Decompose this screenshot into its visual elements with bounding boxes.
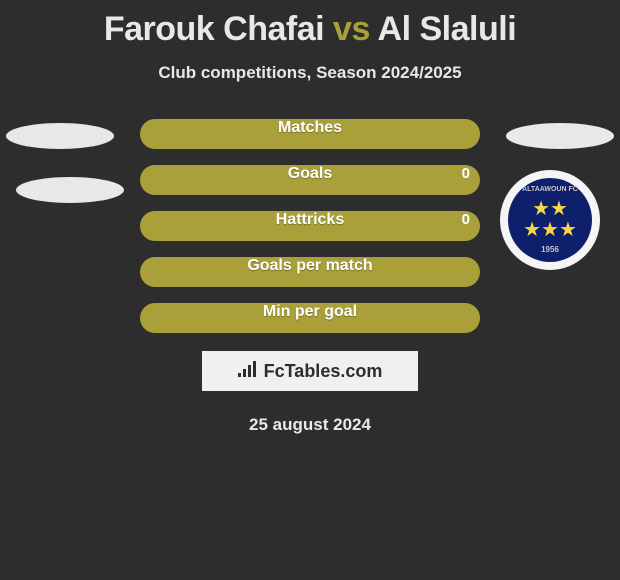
stat-bar: Goals0 [140, 165, 480, 195]
club-logo-inner: ALTAAWOUN FC ★★ ★★★ 1956 [508, 178, 592, 262]
stat-label: Hattricks [140, 211, 480, 229]
stat-label: Goals [140, 165, 480, 183]
stat-bar: Min per goal [140, 303, 480, 333]
watermark-text: FcTables.com [264, 361, 383, 382]
stat-row: Matches [140, 119, 480, 149]
stat-label: Min per goal [140, 303, 480, 321]
club-logo: ALTAAWOUN FC ★★ ★★★ 1956 [500, 170, 600, 270]
club-year: 1956 [541, 245, 559, 254]
stat-label: Goals per match [140, 257, 480, 275]
player1-name: Farouk Chafai [104, 10, 324, 48]
footer-date: 25 august 2024 [0, 415, 620, 435]
club-name: ALTAAWOUN FC [522, 186, 578, 193]
player-badge-left [16, 177, 124, 203]
comparison-title: Farouk Chafai vs Al Slaluli [0, 0, 620, 49]
subtitle-text: Club competitions, Season 2024/2025 [0, 63, 620, 83]
stat-row: Goals0 [140, 165, 480, 195]
player2-name: Al Slaluli [378, 10, 517, 48]
star-icon-row2: ★★★ [523, 220, 577, 241]
star-icon: ★★ [532, 199, 568, 220]
stat-bar: Matches [140, 119, 480, 149]
stat-bar: Hattricks0 [140, 211, 480, 241]
stat-value-right: 0 [462, 165, 470, 182]
stat-row: Hattricks0 [140, 211, 480, 241]
player-badge-left [6, 123, 114, 149]
signal-icon [238, 361, 258, 382]
watermark: FcTables.com [202, 351, 418, 391]
vs-text: vs [333, 10, 370, 48]
stat-label: Matches [140, 119, 480, 137]
stat-value-right: 0 [462, 211, 470, 228]
stat-row: Min per goal [140, 303, 480, 333]
stat-bar: Goals per match [140, 257, 480, 287]
player-badge-right [506, 123, 614, 149]
stat-row: Goals per match [140, 257, 480, 287]
